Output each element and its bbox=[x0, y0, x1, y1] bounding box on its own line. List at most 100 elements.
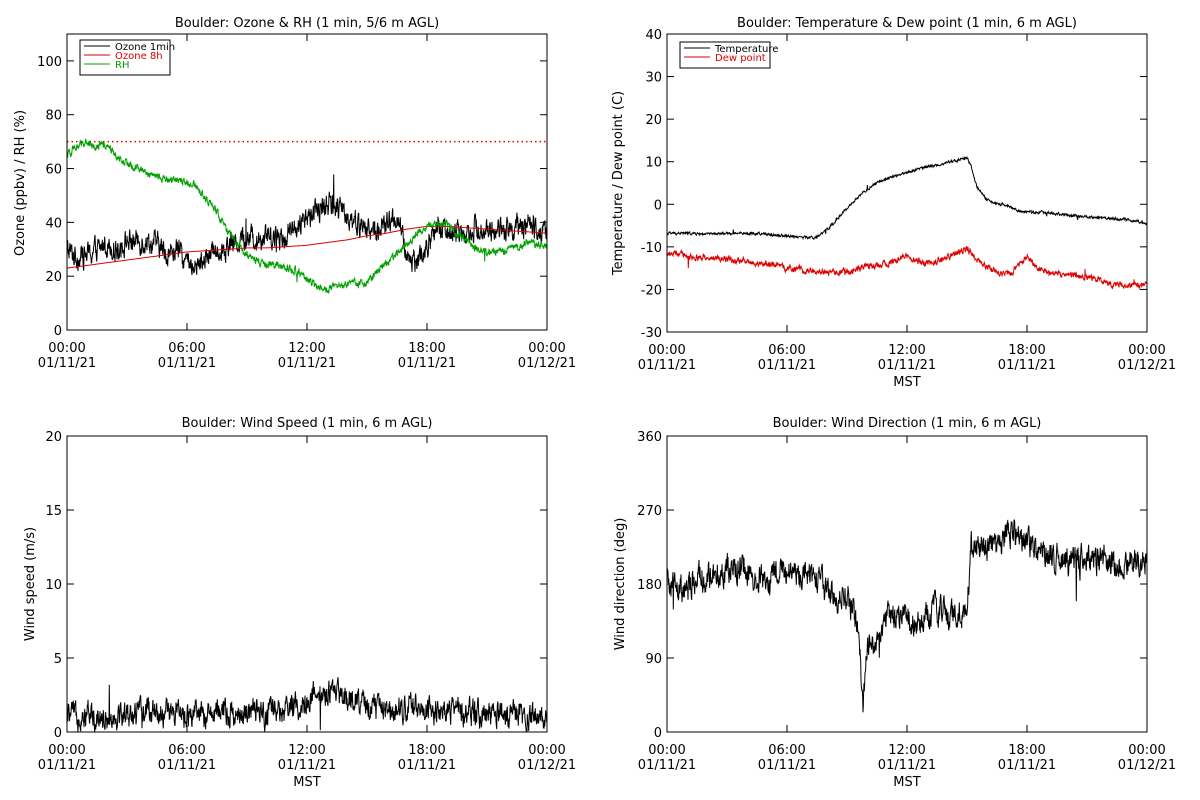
x-tick-label: 01/11/21 bbox=[758, 758, 816, 773]
y-tick-label: 10 bbox=[645, 156, 662, 171]
chart-title: Boulder: Ozone & RH (1 min, 5/6 m AGL) bbox=[175, 16, 439, 31]
y-tick-label: 360 bbox=[637, 430, 662, 445]
x-tick-label: 12:00 bbox=[888, 743, 925, 758]
x-tick-label: 01/11/21 bbox=[878, 758, 936, 773]
x-tick-label: 00:00 bbox=[48, 341, 85, 356]
x-axis-label: MST bbox=[893, 375, 920, 390]
y-tick-label: 10 bbox=[45, 578, 62, 593]
series-line bbox=[67, 174, 547, 276]
y-tick-label: 0 bbox=[54, 726, 62, 741]
x-tick-label: 18:00 bbox=[408, 341, 445, 356]
y-tick-label: -10 bbox=[641, 241, 662, 256]
x-tick-label: 06:00 bbox=[768, 343, 805, 358]
x-tick-label: 18:00 bbox=[408, 743, 445, 758]
x-tick-label: 12:00 bbox=[288, 743, 325, 758]
x-tick-label: 01/11/21 bbox=[158, 758, 216, 773]
y-axis-label: Wind direction (deg) bbox=[613, 518, 628, 651]
y-tick-label: 40 bbox=[45, 216, 62, 231]
y-tick-label: 15 bbox=[45, 504, 62, 519]
y-tick-label: 20 bbox=[45, 430, 62, 445]
y-tick-label: 30 bbox=[645, 71, 662, 86]
legend-label: RH bbox=[115, 60, 129, 71]
chart-temperature-dewpoint: Boulder: Temperature & Dew point (1 min,… bbox=[611, 16, 1176, 390]
x-tick-label: 01/11/21 bbox=[38, 758, 96, 773]
plot-area bbox=[667, 155, 1147, 291]
legend-label: Ozone 1min bbox=[115, 42, 175, 53]
y-tick-label: 270 bbox=[637, 504, 662, 519]
chart-wind-speed: Boulder: Wind Speed (1 min, 6 m AGL) Win… bbox=[23, 416, 576, 790]
y-tick-label: 90 bbox=[645, 652, 662, 667]
y-tick-label: 0 bbox=[654, 198, 662, 213]
tick-labels: -30-20-1001020304000:0001/11/2106:0001/1… bbox=[638, 28, 1176, 373]
x-tick-label: 01/11/21 bbox=[638, 358, 696, 373]
x-axis-label: MST bbox=[293, 775, 320, 790]
series-line bbox=[667, 519, 1147, 713]
y-axis-label: Wind speed (m/s) bbox=[23, 527, 38, 641]
plot-area bbox=[667, 519, 1147, 713]
x-tick-label: 06:00 bbox=[168, 341, 205, 356]
x-axis-label: MST bbox=[893, 775, 920, 790]
plot-area bbox=[67, 677, 547, 732]
y-tick-label: 60 bbox=[45, 163, 62, 178]
chart-title: Boulder: Wind Direction (1 min, 6 m AGL) bbox=[773, 416, 1042, 431]
y-axis-label: Temperature / Dew point (C) bbox=[611, 91, 626, 276]
y-tick-label: 20 bbox=[645, 113, 662, 128]
x-tick-label: 01/11/21 bbox=[998, 358, 1056, 373]
x-tick-label: 00:00 bbox=[528, 743, 565, 758]
chart-ozone-rh: Boulder: Ozone & RH (1 min, 5/6 m AGL) O… bbox=[13, 16, 576, 371]
y-tick-label: 180 bbox=[637, 578, 662, 593]
x-tick-label: 06:00 bbox=[768, 743, 805, 758]
tick-labels: 0510152000:0001/11/2106:0001/11/2112:000… bbox=[38, 430, 576, 773]
y-tick-label: 0 bbox=[654, 726, 662, 741]
x-tick-label: 01/11/21 bbox=[158, 356, 216, 371]
series-line bbox=[67, 137, 547, 294]
y-axis-label: Ozone (ppbv) / RH (%) bbox=[13, 110, 28, 256]
x-tick-label: 01/11/21 bbox=[278, 758, 336, 773]
legend-label: Dew point bbox=[715, 53, 766, 64]
x-tick-label: 00:00 bbox=[528, 341, 565, 356]
y-tick-label: 80 bbox=[45, 109, 62, 124]
x-tick-label: 01/12/21 bbox=[1118, 758, 1176, 773]
x-tick-label: 01/12/21 bbox=[518, 758, 576, 773]
plot-frame bbox=[666, 435, 1148, 733]
chart-title: Boulder: Wind Speed (1 min, 6 m AGL) bbox=[182, 416, 433, 431]
chart-title: Boulder: Temperature & Dew point (1 min,… bbox=[737, 16, 1077, 31]
x-tick-label: 18:00 bbox=[1008, 343, 1045, 358]
x-tick-label: 12:00 bbox=[288, 341, 325, 356]
x-tick-label: 06:00 bbox=[168, 743, 205, 758]
x-tick-label: 01/11/21 bbox=[38, 356, 96, 371]
tick-labels: 09018027036000:0001/11/2106:0001/11/2112… bbox=[637, 430, 1176, 773]
y-tick-label: 20 bbox=[45, 270, 62, 285]
chart-wind-direction: Boulder: Wind Direction (1 min, 6 m AGL)… bbox=[613, 416, 1176, 790]
x-tick-label: 01/11/21 bbox=[398, 356, 456, 371]
y-tick-label: -20 bbox=[641, 283, 662, 298]
y-tick-label: 0 bbox=[54, 324, 62, 339]
series-line bbox=[67, 677, 547, 732]
y-tick-label: 100 bbox=[37, 55, 62, 70]
tick-labels: 02040608010000:0001/11/2106:0001/11/2112… bbox=[37, 34, 576, 371]
x-tick-label: 01/12/21 bbox=[1118, 358, 1176, 373]
x-tick-label: 00:00 bbox=[648, 743, 685, 758]
plot-frame bbox=[66, 33, 548, 331]
y-tick-label: 40 bbox=[645, 28, 662, 43]
plot-area bbox=[67, 137, 547, 294]
legend-label: Ozone 8h bbox=[115, 51, 163, 62]
y-tick-label: -30 bbox=[641, 326, 662, 341]
plot-frame bbox=[666, 33, 1148, 333]
x-tick-label: 00:00 bbox=[48, 743, 85, 758]
plot-frame bbox=[66, 435, 548, 733]
x-tick-label: 01/11/21 bbox=[998, 758, 1056, 773]
x-tick-label: 01/11/21 bbox=[878, 358, 936, 373]
series-line bbox=[667, 155, 1147, 241]
x-tick-label: 18:00 bbox=[1008, 743, 1045, 758]
x-tick-label: 01/12/21 bbox=[518, 356, 576, 371]
x-tick-label: 00:00 bbox=[648, 343, 685, 358]
x-tick-label: 12:00 bbox=[888, 343, 925, 358]
x-tick-label: 00:00 bbox=[1128, 343, 1165, 358]
series-line bbox=[67, 225, 547, 269]
x-tick-label: 01/11/21 bbox=[758, 358, 816, 373]
x-tick-label: 01/11/21 bbox=[638, 758, 696, 773]
